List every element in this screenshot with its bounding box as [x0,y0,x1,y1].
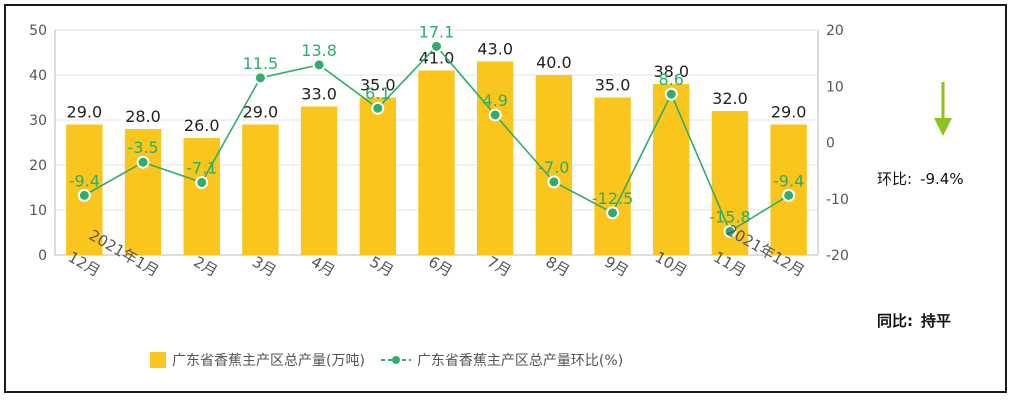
line-value-label: 11.5 [243,54,279,73]
left-axis-tick-label: 20 [29,158,47,174]
x-tick-label: 7月 [484,253,514,281]
bar-value-label: 33.0 [301,85,337,104]
bar-value-label: 41.0 [419,49,455,68]
right-axis-tick-label: -10 [826,192,849,208]
bar-value-label: 26.0 [184,116,220,135]
legend-item-line[interactable]: 广东省香蕉主产区总产量环比(%) [380,350,624,370]
legend-item-bar[interactable]: 广东省香蕉主产区总产量(万吨) [150,350,365,370]
legend-bar-label: 广东省香蕉主产区总产量(万吨) [172,353,365,369]
chart-legend: 广东省香蕉主产区总产量(万吨) 广东省香蕉主产区总产量环比(%) [150,350,639,370]
mom-label: 环比: [877,170,913,188]
legend-line-swatch [380,356,411,364]
bar-value-label: 43.0 [477,40,513,59]
left-axis-tick-label: 30 [29,113,47,129]
line-point [430,39,443,53]
x-tick-label: 9月 [601,253,631,281]
line-point [488,108,502,122]
bar-value-label: 28.0 [125,107,161,126]
bar [535,75,573,255]
right-axis-tick-label: 10 [826,79,844,95]
line-point [723,224,737,238]
bar-value-label: 29.0 [243,103,279,122]
x-tick-label: 8月 [543,253,573,281]
line-point [312,58,326,72]
left-axis-tick-label: 40 [29,68,47,84]
mom-summary: 环比: -9.4% [877,168,964,189]
bar-value-label: 32.0 [712,89,748,108]
line-value-label: -3.5 [127,138,158,157]
x-tick-label: 4月 [308,253,338,281]
right-axis-tick-label: 20 [826,23,844,39]
yoy-value: 持平 [921,312,952,330]
bar [242,124,279,255]
bar-value-label: 35.0 [595,76,631,95]
line-value-label: 8.6 [659,70,684,89]
x-tick-label: 5月 [367,253,397,281]
line-value-label: -7.0 [538,158,569,177]
line-point [606,206,620,220]
line-value-label: 13.8 [301,41,337,60]
line-value-label: -9.4 [773,171,804,190]
line-point [136,155,150,169]
line-point [77,188,91,202]
line-value-label: 6.1 [365,84,390,103]
bar-value-label: 29.0 [771,103,807,122]
line-point [547,175,561,189]
x-tick-label: 2月 [190,253,220,281]
line-value-label: 4.9 [482,91,507,110]
left-axis-tick-label: 50 [29,23,47,39]
line-value-label: -9.4 [69,171,100,190]
line-point [371,101,385,115]
yoy-label: 同比: [877,312,913,330]
yoy-summary: 同比: 持平 [877,310,951,331]
bar-value-label: 38.0 [653,62,689,81]
line-value-label: -15.8 [709,207,750,226]
right-axis-tick-label: -20 [826,248,849,264]
bar-value-label: 35.0 [360,76,396,95]
line-point [253,71,267,85]
bar [594,97,631,255]
left-axis-tick-label: 10 [29,203,47,219]
bar [183,138,220,255]
bar-value-label: 29.0 [67,103,103,122]
legend-line-label: 广东省香蕉主产区总产量环比(%) [416,353,624,369]
legend-bar-swatch [150,352,166,368]
bar [300,106,338,255]
line-value-label: -12.5 [592,189,633,208]
line-value-label: -7.1 [186,158,217,177]
bar [653,84,690,255]
line-point [664,87,678,101]
mom-value: -9.4% [920,170,964,188]
line-value-label: 17.1 [419,22,455,41]
bar [124,129,162,255]
left-axis-tick-label: 0 [38,248,47,264]
line-point [195,175,209,189]
x-tick-label: 6月 [425,253,455,281]
down-arrow-icon [934,82,952,136]
bar [476,61,514,255]
line-point [782,188,796,202]
bar [359,97,397,255]
x-tick-label: 3月 [249,253,279,281]
bar [418,70,455,255]
bar-value-label: 40.0 [536,53,572,72]
right-axis-tick-label: 0 [826,136,835,152]
